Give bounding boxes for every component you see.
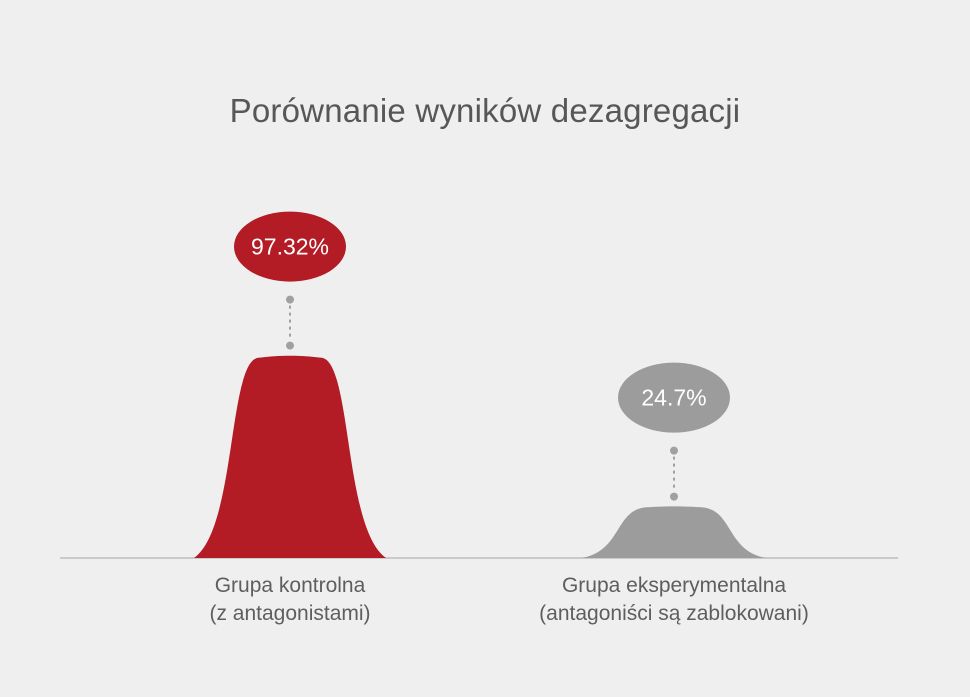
connector-dot-bottom-0 (286, 341, 294, 350)
value-bubble-0 (234, 211, 346, 282)
value-peak-0 (194, 355, 386, 558)
connector-dot-top-0 (286, 295, 294, 304)
value-label-0: 97.32% (251, 234, 329, 260)
value-peak-1 (582, 506, 766, 558)
category-label-control-line2: (z antagonistami) (209, 602, 371, 625)
chart-title: Porównanie wyników dezagregacji (229, 92, 741, 129)
category-label-experimental-line1: Grupa eksperymentalna (561, 574, 787, 597)
connector-dot-top-1 (670, 446, 678, 455)
value-bubble-1 (618, 362, 730, 433)
category-label-control: Grupa kontrolna (z antagonistami) (110, 572, 470, 628)
value-label-1: 24.7% (641, 385, 706, 411)
connector-dot-bottom-1 (670, 492, 678, 501)
category-label-experimental: Grupa eksperymentalna (antagoniści są za… (494, 572, 854, 628)
category-label-control-line1: Grupa kontrolna (214, 574, 366, 597)
category-label-experimental-line2: (antagoniści są zablokowani) (539, 602, 809, 625)
